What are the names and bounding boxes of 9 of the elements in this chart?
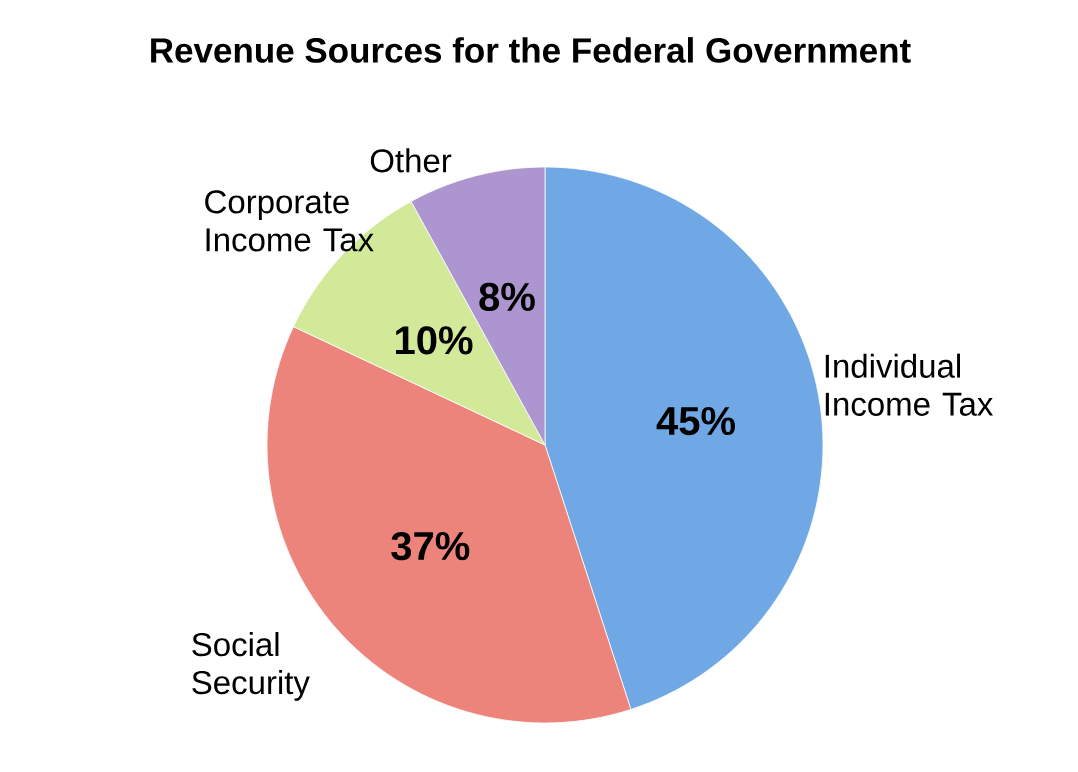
slice-label: Social Security (192, 632, 310, 701)
slice-label: Other (370, 148, 452, 173)
data-label: 10% (396, 326, 473, 355)
data-label: 8% (479, 282, 535, 312)
slice-label: Individual Income Tax (825, 353, 993, 416)
slice-label: Corporate Income Tax (205, 190, 374, 252)
data-label: 45% (656, 406, 735, 436)
chart-title: Revenue Sources for the Federal Government (151, 37, 911, 63)
data-label: 37% (391, 531, 470, 561)
